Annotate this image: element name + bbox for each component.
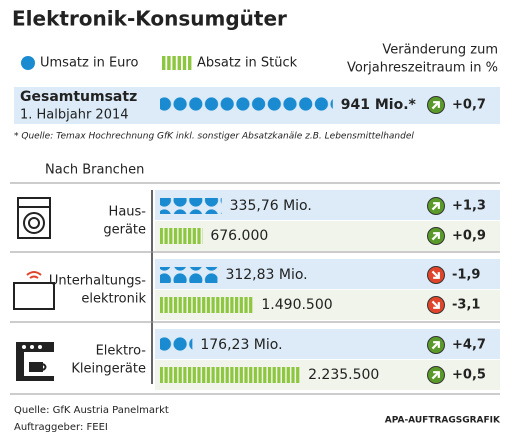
change-arrow (427, 366, 445, 384)
absatz-value: 676.000 (210, 228, 268, 244)
coffee-machine-icon (16, 342, 54, 381)
umsatz-dots (160, 198, 222, 214)
total-label: Gesamtumsatz (20, 89, 137, 105)
change-header: Veränderung zum (382, 43, 498, 58)
absatz-bar (160, 228, 203, 244)
legend-swatch (188, 56, 192, 70)
legend-swatch (21, 56, 35, 70)
change-arrow (427, 296, 445, 314)
arrow-shape (431, 341, 440, 350)
row-label: Elektro- (96, 344, 147, 359)
change-header: Vorjahreszeitraum in % (347, 61, 498, 76)
footnote: * Quelle: Temax Hochrechnung GfK inkl. s… (14, 132, 414, 142)
legend-swatch (172, 56, 176, 70)
arrow-shape (431, 232, 440, 241)
section-label: Nach Branchen (45, 163, 144, 178)
row-label: Unterhaltungs- (49, 274, 146, 289)
change-arrow (427, 336, 445, 354)
umsatz-dots (160, 337, 193, 353)
source: Quelle: GfK Austria Panelmarkt (14, 405, 169, 416)
arrow-shape (431, 101, 440, 110)
tv-icon (13, 271, 55, 310)
row-label: Kleingeräte (71, 362, 146, 377)
umsatz-change: +4,7 (452, 338, 486, 353)
umsatz-value: 335,76 Mio. (230, 198, 312, 214)
row-label: geräte (103, 223, 146, 238)
client: Auftraggeber: FEEI (14, 422, 108, 433)
absatz-bar (160, 297, 254, 313)
umsatz-value: 176,23 Mio. (200, 337, 282, 353)
change-arrow (427, 197, 445, 215)
arrow-shape (431, 202, 440, 211)
arrow-shape (431, 300, 440, 309)
legend-label: Umsatz in Euro (40, 56, 138, 71)
umsatz-dots (160, 97, 333, 113)
absatz-row-bg (155, 221, 500, 251)
change-arrow (427, 266, 445, 284)
umsatz-change: -1,9 (452, 268, 480, 283)
legend-swatch (182, 56, 187, 70)
legend-swatch (167, 56, 171, 70)
umsatz-change: +1,3 (452, 199, 486, 214)
absatz-value: 2.235.500 (308, 367, 379, 383)
umsatz-value: 312,83 Mio. (225, 267, 307, 283)
change-arrow (427, 96, 445, 114)
washing-machine-icon (17, 197, 51, 239)
arrow-shape (431, 270, 440, 279)
absatz-change: -3,1 (452, 298, 480, 313)
absatz-change: +0,5 (452, 368, 486, 383)
title: Elektronik-Konsumgüter (12, 7, 287, 31)
legend-swatch (177, 56, 181, 70)
legend-label: Absatz in Stück (197, 56, 298, 71)
absatz-change: +0,9 (452, 229, 486, 244)
absatz-value: 1.490.500 (261, 297, 332, 313)
absatz-bar (160, 367, 301, 383)
legend-swatch (162, 56, 166, 70)
row-label: Haus- (109, 205, 147, 220)
arrow-shape (431, 371, 440, 380)
change-arrow (427, 227, 445, 245)
umsatz-dots (160, 267, 218, 283)
total-value: 941 Mio.* (341, 97, 417, 113)
credit: APA-AUFTRAGSGRAFIK (385, 416, 501, 426)
row-label: elektronik (81, 292, 146, 307)
total-change: +0,7 (452, 98, 486, 113)
total-period: 1. Halbjahr 2014 (20, 108, 129, 123)
